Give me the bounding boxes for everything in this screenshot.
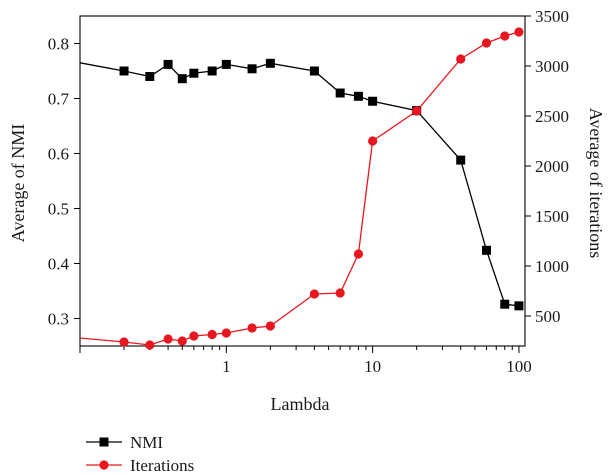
iterations-point: [189, 331, 199, 341]
y-right-tick-label: 2500: [535, 107, 569, 126]
x-tick-label: 10: [364, 357, 381, 376]
series-layer: [79, 27, 524, 350]
iterations-point: [500, 31, 510, 41]
nmi-point: [207, 66, 217, 76]
nmi-point: [265, 58, 275, 68]
iterations-point: [353, 249, 364, 259]
iterations-point: [265, 321, 275, 331]
iterations-point: [221, 328, 231, 338]
iterations-point: [309, 289, 320, 299]
nmi-point: [500, 299, 510, 309]
legend-iterations-marker: [99, 460, 109, 470]
nmi-point: [456, 155, 466, 165]
legend-nmi-marker: [99, 437, 109, 447]
x-axis: 1 10 100: [79, 346, 532, 376]
y-right-tick-label: 3500: [535, 7, 569, 26]
y-axis-right: 500 1000 1500 2000 2500 3000 3500: [525, 7, 569, 326]
iterations-point: [481, 38, 492, 48]
iterations-point: [163, 334, 173, 344]
nmi-point: [368, 96, 378, 106]
y-left-tick-label: 0.8: [48, 35, 69, 54]
iterations-point: [207, 329, 217, 340]
y-left-tick-label: 0.7: [48, 90, 70, 109]
iterations-point: [145, 340, 155, 350]
y-axis-left: 0.3 0.4 0.5 0.6 0.7 0.8: [48, 35, 80, 329]
iterations-point: [368, 136, 378, 146]
legend-iterations-label: Iterations: [130, 456, 194, 475]
nmi-point: [514, 301, 524, 311]
nmi-point: [481, 245, 491, 255]
y-right-tick-label: 3000: [535, 57, 569, 76]
y-left-tick-label: 0.4: [48, 255, 70, 274]
nmi-point: [309, 66, 319, 76]
legend-nmi-label: NMI: [130, 433, 163, 452]
y-left-tick-label: 0.5: [48, 200, 69, 219]
x-tick-label: 1: [222, 357, 231, 376]
y-axis-left-title: Average of NMI: [8, 124, 28, 243]
iterations-point: [456, 54, 466, 64]
nmi-point: [119, 66, 129, 76]
nmi-point: [177, 74, 187, 84]
y-left-tick-label: 0.6: [48, 145, 69, 164]
iterations-point: [247, 323, 257, 333]
plot-border: [79, 15, 526, 347]
iterations-point: [335, 288, 345, 298]
nmi-point: [247, 64, 257, 74]
nmi-point: [353, 91, 363, 101]
nmi-series-line: [79, 62, 519, 307]
y-right-tick-label: 1000: [535, 257, 569, 276]
y-right-tick-label: 1500: [535, 207, 569, 226]
nmi-point: [221, 59, 231, 69]
y-axis-right-title: Average of iterations: [586, 108, 606, 259]
nmi-point: [163, 59, 173, 69]
legend: NMI Iterations: [86, 433, 194, 475]
nmi-point: [189, 68, 199, 78]
x-axis-title: Lambda: [271, 394, 330, 414]
y-right-tick-label: 500: [535, 307, 561, 326]
x-tick-label: 100: [506, 357, 532, 376]
y-right-tick-label: 2000: [535, 157, 569, 176]
y-left-tick-label: 0.3: [48, 310, 69, 329]
iterations-point: [514, 27, 524, 37]
iterations-point: [119, 337, 129, 347]
plot-frame: [79, 15, 526, 347]
iterations-point: [177, 336, 187, 346]
nmi-point: [145, 72, 155, 81]
iterations-point: [412, 106, 422, 116]
nmi-point: [335, 88, 345, 98]
